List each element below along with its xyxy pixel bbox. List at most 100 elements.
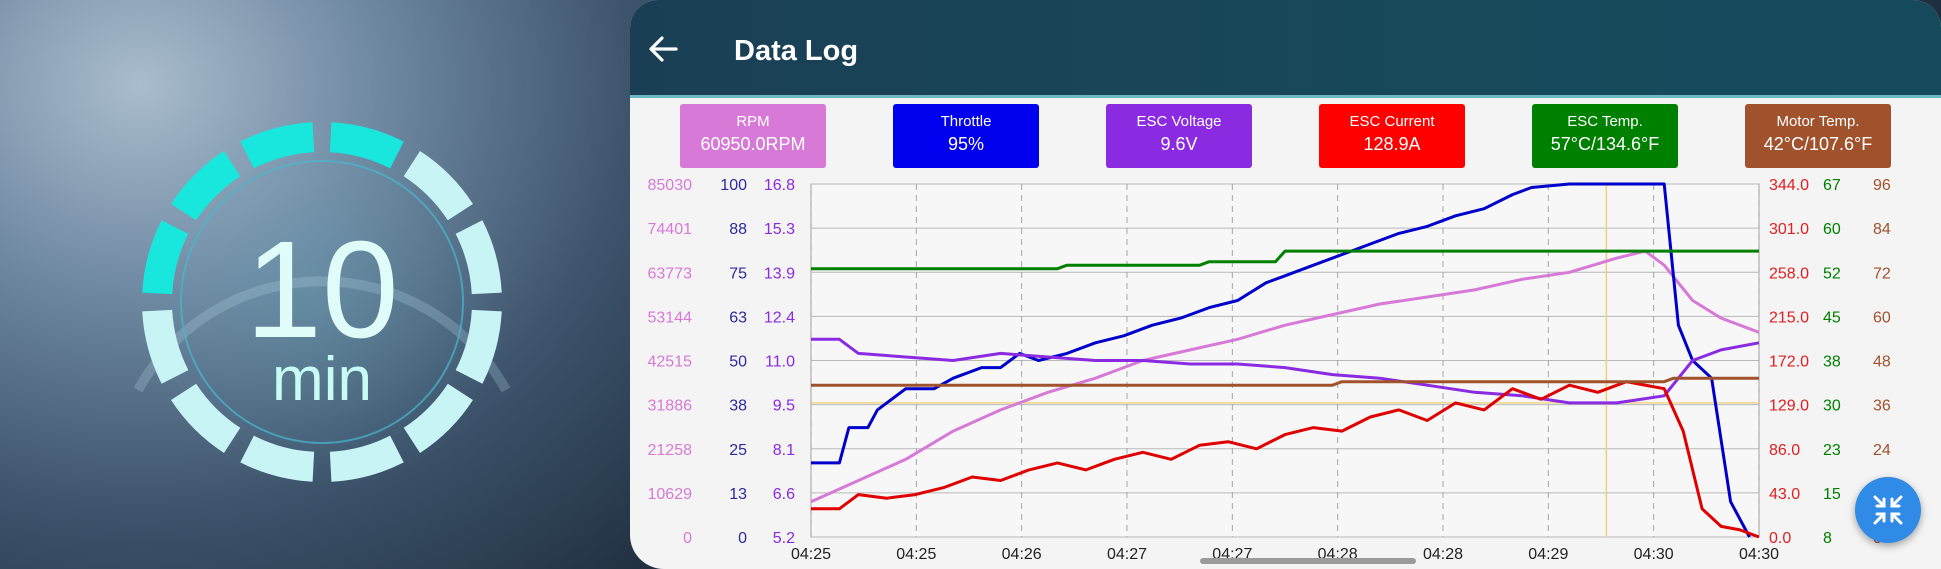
left-axis-tick-label: 38 bbox=[729, 398, 747, 415]
left-axis-tick-label: 75 bbox=[729, 265, 747, 282]
esc-temp-label: ESC Temp. bbox=[1567, 113, 1643, 130]
left-axis-tick-label: 42515 bbox=[648, 354, 693, 371]
right-axis-tick-label: 96 bbox=[1873, 177, 1891, 194]
left-axis-tick-label: 13.9 bbox=[764, 265, 795, 282]
x-tick-label: 04:30 bbox=[1634, 546, 1674, 563]
x-tick-label: 04:29 bbox=[1528, 546, 1568, 563]
timer-unit: min bbox=[272, 345, 372, 414]
esc-temp-value: 57°C/134.6°F bbox=[1550, 134, 1660, 154]
left-axis-tick-label: 8.1 bbox=[773, 442, 795, 459]
x-tick-label: 04:25 bbox=[896, 546, 936, 563]
timer-ring-segment bbox=[171, 151, 241, 221]
right-axis-tick-label: 36 bbox=[1873, 398, 1891, 415]
timer-ring-segment bbox=[240, 122, 315, 169]
throttle-value: 95% bbox=[947, 134, 985, 154]
right-axis-tick-label: 72 bbox=[1873, 265, 1891, 282]
x-tick-label: 04:25 bbox=[791, 546, 831, 563]
right-axis-tick-label: 24 bbox=[1873, 442, 1891, 459]
series-line bbox=[811, 376, 1759, 387]
left-axis-tick-label: 13 bbox=[729, 486, 747, 503]
series-line bbox=[811, 337, 1760, 405]
right-axis-tick-label: 258.0 bbox=[1769, 265, 1809, 282]
timer-ring-segment bbox=[455, 309, 502, 384]
right-axis-tick-label: 8 bbox=[1823, 530, 1832, 547]
left-axis-tick-label: 9.5 bbox=[773, 398, 795, 415]
esc-voltage-value: 9.6V bbox=[1160, 134, 1198, 154]
series-line bbox=[811, 249, 1759, 271]
data-log-chart[interactable]: 04:25 04:25 04:26 04:27 04:27 04:28 04:28 04:29… bbox=[630, 170, 1941, 569]
right-axis-tick-label: 60 bbox=[1873, 309, 1891, 326]
series-line bbox=[810, 249, 1760, 504]
timer-ring-segment bbox=[142, 309, 189, 384]
right-axis-tick-label: 60 bbox=[1823, 221, 1841, 238]
left-axis-tick-label: 63773 bbox=[648, 265, 693, 282]
right-axis-tick-label: 129.0 bbox=[1769, 398, 1809, 415]
app-bar: Data Log bbox=[630, 0, 1941, 98]
left-axis-tick-label: 11.0 bbox=[765, 354, 795, 371]
left-axis-tick-label: 74401 bbox=[648, 221, 693, 238]
esc-current-value: 128.9A bbox=[1363, 134, 1421, 154]
rpm-label: RPM bbox=[736, 113, 770, 130]
right-axis-tick-label: 86.0 bbox=[1769, 442, 1800, 459]
right-axis-tick-label: 0.0 bbox=[1769, 530, 1791, 547]
timer-badge: 10 min bbox=[132, 112, 512, 492]
left-axis-tick-label: 21258 bbox=[648, 442, 693, 459]
esc-voltage-label: ESC Voltage bbox=[1136, 113, 1222, 130]
right-axis-tick-label: 301.0 bbox=[1769, 221, 1809, 238]
right-axis-tick-label: 30 bbox=[1823, 398, 1841, 415]
x-tick-label: 04:30 bbox=[1739, 546, 1779, 563]
x-tick-label: 04:28 bbox=[1423, 546, 1463, 563]
motor-temp-label: Motor Temp. bbox=[1776, 113, 1860, 130]
left-axis-tick-label: 6.6 bbox=[773, 486, 795, 503]
right-axis-tick-label: 172.0 bbox=[1769, 354, 1809, 371]
left-axis-tick-label: 88 bbox=[729, 221, 747, 238]
series-line bbox=[811, 182, 1751, 538]
timer-number: 10 bbox=[245, 213, 399, 367]
data-log-screen: Data Log RPM 60950.0RPM Throttle 95% ESC… bbox=[630, 0, 1941, 569]
left-axis-tick-label: 0 bbox=[683, 530, 692, 547]
right-axis-tick-label: 45 bbox=[1823, 309, 1841, 326]
right-axis-tick-label: 38 bbox=[1823, 354, 1841, 371]
home-indicator bbox=[1200, 558, 1416, 564]
timer-ring-segment bbox=[171, 383, 241, 453]
left-axis-tick-label: 0 bbox=[738, 530, 747, 547]
right-axis-tick-label: 23 bbox=[1823, 442, 1841, 459]
left-axis-tick-label: 50 bbox=[729, 354, 747, 371]
x-tick-label: 04:26 bbox=[1002, 546, 1042, 563]
rpm-card: RPM 60950.0RPM bbox=[680, 104, 826, 168]
timer-ring-segment bbox=[455, 220, 502, 295]
throttle-label: Throttle bbox=[940, 113, 992, 130]
right-axis-tick-label: 15 bbox=[1823, 486, 1841, 503]
left-axis-tick-label: 31886 bbox=[648, 398, 693, 415]
timer-ring bbox=[142, 122, 502, 482]
rpm-value: 60950.0RPM bbox=[700, 134, 806, 154]
right-axis-tick-label: 67 bbox=[1823, 177, 1841, 194]
esc-current-card: ESC Current 128.9A bbox=[1319, 104, 1465, 168]
esc-current-label: ESC Current bbox=[1349, 113, 1435, 130]
left-axis-tick-label: 10629 bbox=[648, 486, 693, 503]
timer-ring-segment bbox=[329, 122, 404, 169]
collapse-button[interactable] bbox=[1855, 477, 1921, 543]
right-axis-tick-label: 48 bbox=[1873, 354, 1891, 371]
left-axis-tick-label: 15.3 bbox=[764, 221, 795, 238]
collapse-arrows-icon bbox=[1873, 495, 1903, 525]
left-axis-tick-label: 12.4 bbox=[764, 309, 795, 326]
right-axis-tick-label: 215.0 bbox=[1769, 309, 1809, 326]
page-title: Data Log bbox=[734, 35, 859, 67]
esc-voltage-card: ESC Voltage 9.6V bbox=[1106, 104, 1252, 168]
throttle-card: Throttle 95% bbox=[893, 104, 1039, 168]
timer-ring-segment bbox=[329, 435, 404, 482]
right-axis-tick-label: 344.0 bbox=[1769, 177, 1809, 194]
esc-temp-card: ESC Temp. 57°C/134.6°F bbox=[1532, 104, 1678, 168]
left-axis-tick-label: 5.2 bbox=[773, 530, 795, 547]
right-axis-tick-label: 43.0 bbox=[1769, 486, 1800, 503]
left-axis-tick-label: 16.8 bbox=[764, 177, 795, 194]
motor-temp-value: 42°C/107.6°F bbox=[1763, 134, 1873, 154]
motor-temp-card: Motor Temp. 42°C/107.6°F bbox=[1745, 104, 1891, 168]
timer-ring-segment bbox=[403, 151, 473, 221]
back-arrow-icon[interactable] bbox=[646, 32, 680, 66]
left-axis-tick-label: 53144 bbox=[648, 309, 693, 326]
left-axis-tick-label: 25 bbox=[729, 442, 747, 459]
right-axis-tick-label: 84 bbox=[1873, 221, 1891, 238]
timer-ring-segment bbox=[240, 435, 315, 482]
